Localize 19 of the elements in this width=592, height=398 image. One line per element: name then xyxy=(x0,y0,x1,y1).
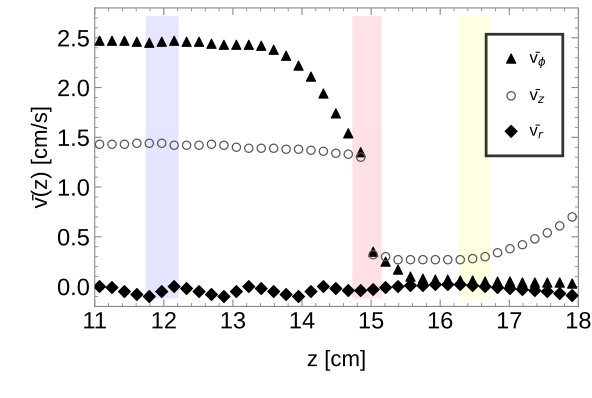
x-tick-label: 11 xyxy=(84,312,106,328)
y-tick-label: 2.0 xyxy=(58,80,89,96)
legend-label: v̄$_{r}$ xyxy=(530,124,544,138)
x-axis-title: z [cm] xyxy=(308,350,365,371)
y-tick-label: 2.5 xyxy=(58,30,89,47)
y-tick-label: 0.5 xyxy=(58,228,89,246)
x-tick-label: 14 xyxy=(290,312,314,328)
y-axis-title: v̄(z) [cm/s] xyxy=(30,108,52,208)
y-tick-label: 1.0 xyxy=(58,179,89,196)
x-tick-label: 17 xyxy=(498,312,522,328)
x-tick-label: 16 xyxy=(428,312,452,329)
legend-label: v̄$_{ϕ}$ xyxy=(530,52,546,68)
x-tick-label: 18 xyxy=(567,312,590,329)
x-tick-label: 13 xyxy=(222,312,246,329)
x-tick-label: 12 xyxy=(152,312,176,328)
y-tick-label: 1.5 xyxy=(58,130,89,146)
y-tick-label: 0.0 xyxy=(58,278,89,296)
legend-label: v̄$_{z}$ xyxy=(530,89,544,103)
x-tick-label: 15 xyxy=(360,312,384,329)
